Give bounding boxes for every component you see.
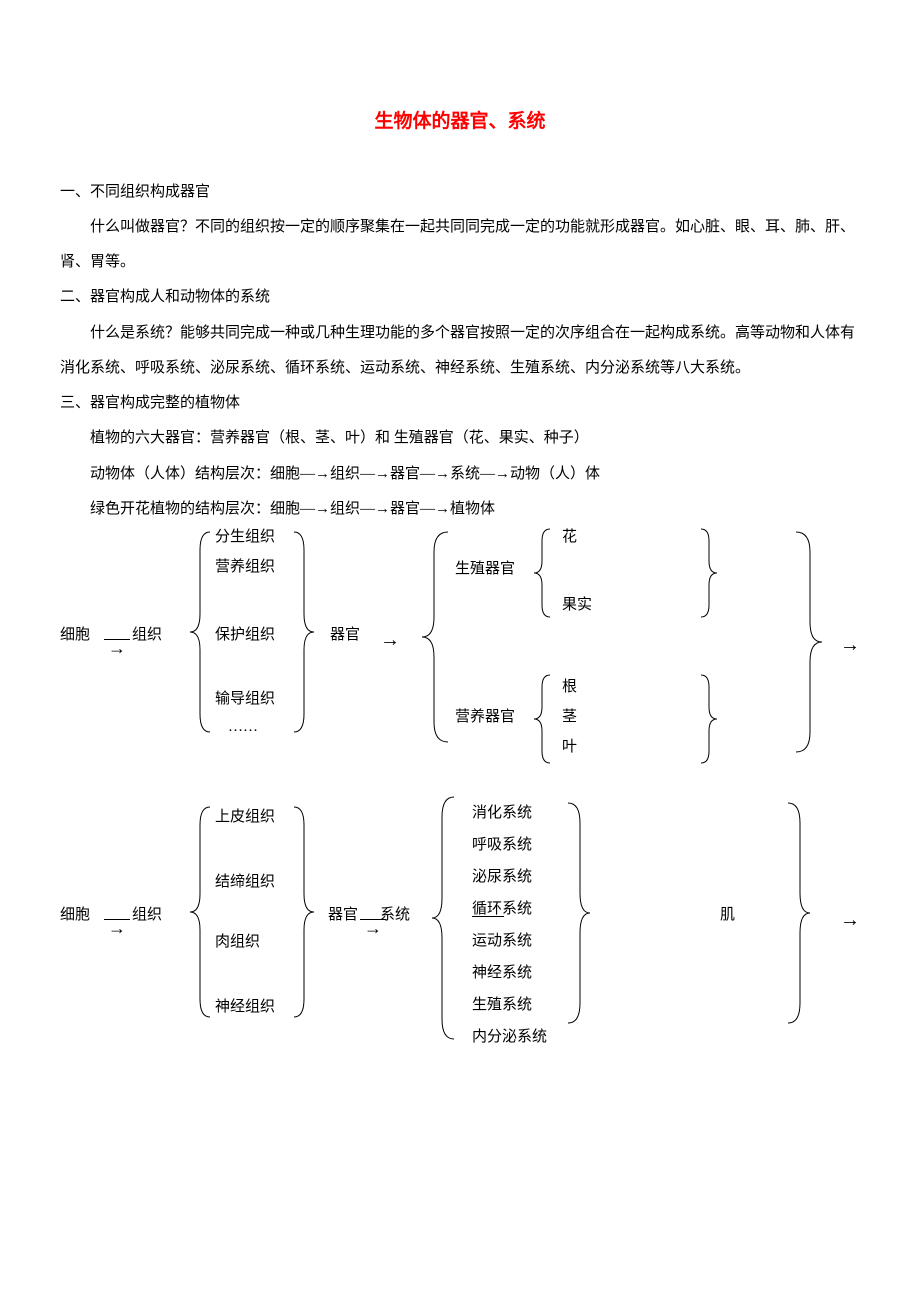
organ-label: 器官 [330,625,360,646]
tissue-item: 输导组织 [215,689,275,710]
brace-icon [288,532,318,732]
organ-label: 器官 [328,905,358,926]
body-label: 肌 [720,905,735,926]
system-item: 生殖系统 [472,995,532,1016]
arrow-icon: → [108,919,126,937]
section-1-paragraph: 什么叫做器官？不同的组织按一定的顺序聚集在一起共同同完成一定的功能就形成器官。如… [60,210,860,281]
section-1-heading: 一、不同组织构成器官 [60,175,860,210]
organ-item: 根 [562,677,577,698]
tissue-item: 分生组织 [215,527,275,548]
tissue-item: 神经组织 [215,997,275,1018]
system-item: 神经系统 [472,963,532,984]
arrow-icon: → [108,639,126,657]
brace-icon [530,529,556,617]
underline [104,919,130,920]
section-2-paragraph: 什么是系统？能够共同完成一种或几种生理功能的多个器官按照一定的次序组合在一起构成… [60,316,860,387]
brace-icon [186,807,216,1017]
page: 生物体的器官、系统 一、不同组织构成器官 什么叫做器官？不同的组织按一定的顺序聚… [0,0,920,1157]
tissue-item: 肉组织 [215,932,260,953]
brace-icon [428,797,460,1039]
brace-icon [530,675,556,763]
system-item: 运动系统 [472,931,532,952]
cell-label: 细胞 [60,905,90,926]
section-3-p2: 动物体（人体）结构层次：细胞—→组织—→器官—→系统—→动物（人）体 [60,457,860,492]
arrow-icon: → [380,630,400,650]
system-label: 系统 [380,905,410,926]
system-item: 消化系统 [472,803,532,824]
section-2-heading: 二、器官构成人和动物体的系统 [60,280,860,315]
tissue-label: 组织 [132,905,162,926]
cell-label: 细胞 [60,625,90,646]
nutritive-organ-label: 营养器官 [455,707,515,728]
page-title: 生物体的器官、系统 [60,100,860,145]
brace-icon [418,532,454,742]
brace-icon [562,803,594,1023]
underline [472,916,504,917]
arrow-icon: → [840,635,860,655]
system-item: 内分泌系统 [472,1027,547,1048]
organ-item: 果实 [562,595,592,616]
section-3-p1: 植物的六大器官：营养器官（根、茎、叶）和 生殖器官（花、果实、种子） [60,421,860,456]
brace-icon [288,807,318,1017]
brace-icon [782,803,814,1023]
arrow-icon: → [840,910,860,930]
reproductive-organ-label: 生殖器官 [455,559,515,580]
brace-icon [695,675,721,763]
animal-hierarchy-diagram: 细胞 → 组织 上皮组织 结缔组织 肉组织 神经组织 器官 → 系统 消化系统 … [60,797,860,1057]
system-item: 呼吸系统 [472,835,532,856]
tissue-item: 保护组织 [215,625,275,646]
brace-icon [186,532,216,732]
section-3-heading: 三、器官构成完整的植物体 [60,386,860,421]
organ-item: 花 [562,527,577,548]
underline [104,639,130,640]
organ-item: 叶 [562,737,577,758]
brace-icon [695,529,721,617]
tissue-item: 营养组织 [215,557,275,578]
system-item: 泌尿系统 [472,867,532,888]
tissue-label: 组织 [132,625,162,646]
tissue-item: 结缔组织 [215,872,275,893]
brace-icon [790,532,826,752]
tissue-item: 上皮组织 [215,807,275,828]
organ-item: 茎 [562,707,577,728]
plant-hierarchy-diagram: 细胞 → 组织 分生组织 营养组织 保护组织 输导组织 …… 器官 → 生殖器官… [60,517,860,767]
tissue-item: …… [228,717,258,738]
